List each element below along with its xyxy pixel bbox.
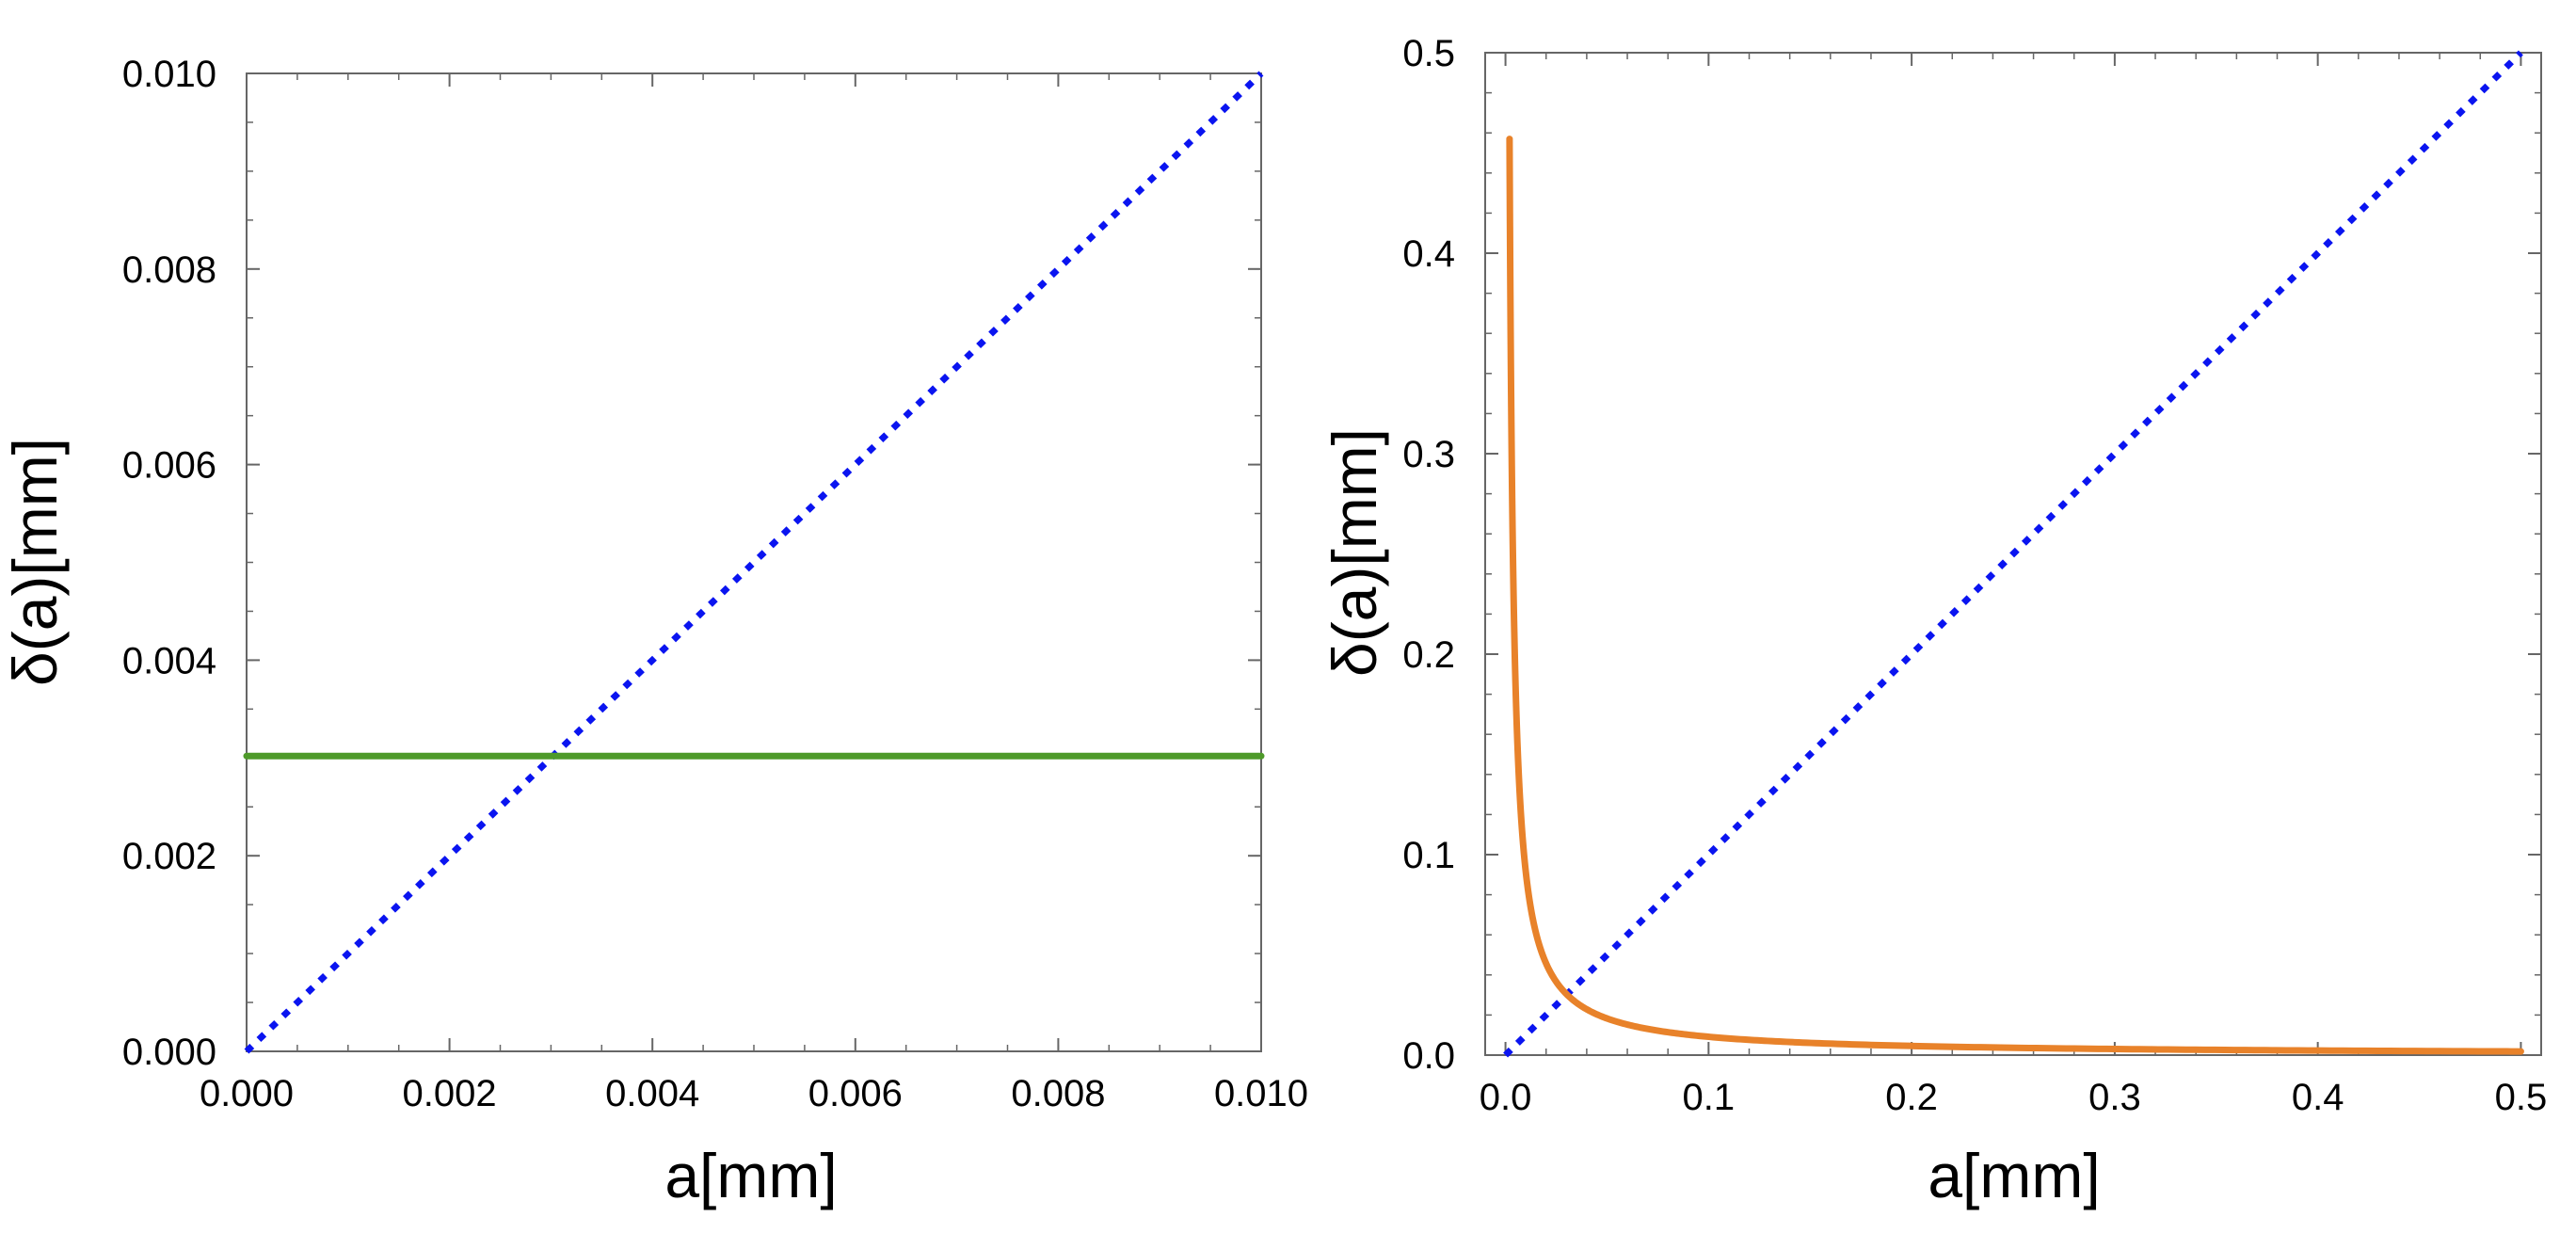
plot-frame [1484,52,2542,1056]
y-axis-title: δ(a)[mm] [0,438,70,686]
y-tick-label: 0.3 [1402,434,1455,475]
left-chart: 0.000 0.002 0.004 0.006 0.008 0.010 0.000 0.002… [0,54,1308,1210]
y-tick-label: 0.008 [122,249,216,291]
x-tick-label: 0.1 [1683,1077,1736,1118]
x-axis-title: a[mm] [1928,1141,2100,1210]
series-diagonal-line [1503,50,2523,1058]
y-tick-label: 0.1 [1402,835,1455,876]
y-tick-label: 0.004 [122,640,216,681]
x-tick-label: 0.0 [1480,1077,1532,1118]
x-tick-label: 0.004 [605,1073,699,1114]
x-tick-label: 0.3 [2088,1077,2141,1118]
y-tick-label: 0.0 [1402,1035,1455,1077]
series-decay-line [1506,136,2524,1055]
x-tick-label: 0.010 [1214,1073,1308,1114]
y-tick-label: 0.2 [1402,634,1455,676]
x-tick-label: 0.002 [403,1073,497,1114]
y-tick-label: 0.002 [122,836,216,877]
x-tick-label: 0.4 [2292,1077,2344,1118]
y-tick-label: 0.000 [122,1032,216,1073]
y-tick-label: 0.006 [122,445,216,487]
x-tick-label: 0.2 [1885,1077,1938,1118]
x-tick-label: 0.000 [200,1073,294,1114]
y-tick-label: 0.4 [1402,233,1455,275]
right-chart: 0.0 0.1 0.2 0.3 0.4 0.5 0.0 0.1 0.2 0.3 0.4 0.5 a[mm… [1320,33,2547,1210]
y-tick-label: 0.5 [1402,33,1455,74]
plot-frame [246,72,1262,1052]
x-tick-label: 0.006 [808,1073,903,1114]
series-diagonal-line [244,71,1264,1054]
y-tick-label: 0.010 [122,54,216,95]
y-axis-title: δ(a)[mm] [1320,428,1389,677]
x-axis-title: a[mm] [664,1141,837,1210]
x-tick-label: 0.5 [2495,1077,2548,1118]
x-tick-label: 0.008 [1011,1073,1105,1114]
